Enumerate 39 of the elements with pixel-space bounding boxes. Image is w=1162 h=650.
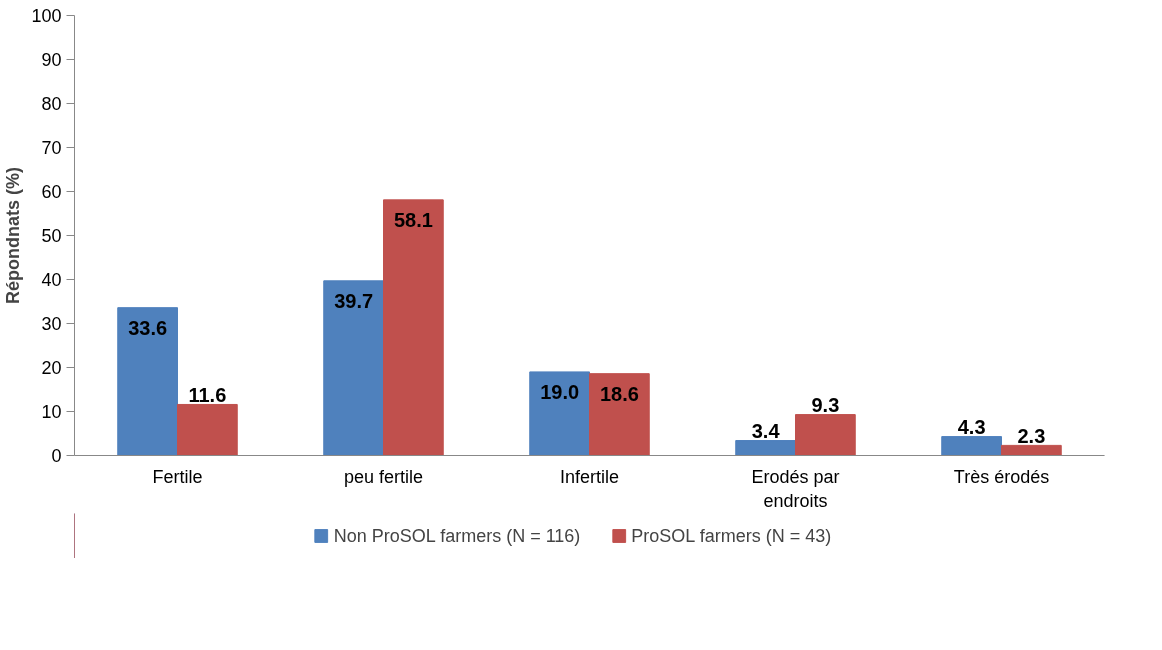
data-label: 3.4	[751, 419, 781, 442]
y-tick-label: 70	[41, 138, 62, 158]
x-tick-label: Erodés par endroits	[751, 466, 840, 511]
y-tick-label: 20	[41, 358, 62, 378]
data-label: 18.6	[599, 382, 639, 405]
data-label: 19.0	[540, 381, 580, 404]
bar	[383, 199, 444, 456]
bar	[177, 403, 238, 456]
y-tick-label: 90	[41, 50, 62, 70]
y-tick-label: 0	[51, 446, 62, 466]
y-tick-label: 80	[41, 94, 62, 114]
x-tick-label: Infertile	[559, 466, 620, 487]
bar	[117, 307, 178, 456]
bar	[941, 436, 1002, 456]
y-axis-title: Répondnats (%)	[3, 167, 24, 304]
bar	[1001, 444, 1062, 456]
data-label: 39.7	[334, 290, 374, 313]
data-label: 58.1	[393, 209, 433, 232]
bar	[529, 371, 590, 456]
bar	[323, 280, 384, 456]
data-label: 33.6	[128, 316, 168, 339]
y-tick-label: 40	[41, 270, 62, 290]
bar	[795, 414, 856, 456]
y-tick-label: 50	[41, 226, 62, 246]
y-tick-label: 10	[41, 402, 62, 422]
y-tick-label: 30	[41, 314, 62, 334]
y-tick-label: 100	[31, 6, 62, 26]
data-label: 9.3	[811, 393, 840, 416]
x-tick-label: Fertile	[152, 466, 203, 487]
data-label: 2.3	[1017, 424, 1046, 447]
x-tick-label: Très érodés	[953, 466, 1050, 487]
x-tick-label: peu fertile	[343, 466, 424, 487]
data-label: 11.6	[188, 383, 227, 406]
bar	[735, 440, 796, 456]
data-label: 4.3	[957, 415, 986, 438]
legend-label: ProSOL farmers (N = 43)	[631, 525, 832, 546]
y-tick-label: 60	[41, 182, 62, 202]
bar	[589, 373, 650, 456]
legend-label: Non ProSOL farmers (N = 116)	[333, 525, 581, 546]
